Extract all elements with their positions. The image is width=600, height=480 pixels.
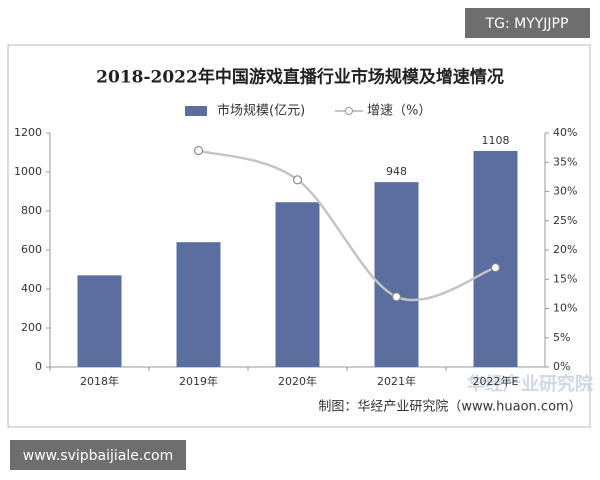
marker <box>490 262 501 273</box>
legend-label: 增速（%） <box>367 104 431 119</box>
y2-tick-label: 15% <box>553 272 577 285</box>
y2-tick-label: 0% <box>553 360 570 373</box>
bar <box>176 242 221 367</box>
y2-tick-label: 30% <box>553 185 577 198</box>
y-tick-label: 800 <box>21 204 42 217</box>
chart-title: 2018-2022年中国游戏直播行业市场规模及增速情况 <box>96 67 504 88</box>
y2-tick-label: 25% <box>553 214 577 227</box>
marker <box>292 175 303 185</box>
marker <box>391 292 402 302</box>
source: 制图：华经产业研究院（www.huaon.com） <box>318 400 581 415</box>
bar <box>77 275 122 367</box>
data-label: 1108 <box>482 134 510 147</box>
y2-tick-label: 10% <box>553 302 577 315</box>
watermark: TG: MYYJJPP <box>485 16 569 32</box>
x-tick-label: 2019年 <box>179 374 218 388</box>
brand-watermark: 华经产业研究院 <box>467 373 593 395</box>
line <box>198 149 496 302</box>
legend-swatch <box>185 106 207 116</box>
y-tick-label: 0 <box>35 360 42 373</box>
y-tick-label: 1200 <box>14 126 42 139</box>
y2-tick-label: 40% <box>553 126 577 139</box>
watermark: www.svipbaijiale.com <box>23 448 173 464</box>
watermark-box <box>10 440 186 470</box>
x-tick-label: 2018年 <box>80 374 119 388</box>
y-tick-label: 600 <box>21 243 42 256</box>
y-tick-label: 400 <box>21 282 42 295</box>
y2-tick-label: 5% <box>553 331 570 344</box>
data-label: 948 <box>386 165 407 178</box>
x-tick-label: 2022年E <box>473 374 519 388</box>
legend-swatch <box>345 107 353 115</box>
y2-tick-label: 20% <box>553 243 577 256</box>
y-tick-label: 1000 <box>14 165 42 178</box>
x-tick-label: 2020年 <box>278 374 317 388</box>
bar <box>473 150 518 367</box>
bar <box>374 182 419 367</box>
y2-tick-label: 35% <box>553 155 577 168</box>
watermark-box <box>465 8 590 38</box>
bar <box>275 202 320 367</box>
y-tick-label: 200 <box>21 321 42 334</box>
x-tick-label: 2021年 <box>377 374 416 388</box>
marker <box>193 145 204 156</box>
legend-label: 市场规模(亿元) <box>217 103 305 119</box>
